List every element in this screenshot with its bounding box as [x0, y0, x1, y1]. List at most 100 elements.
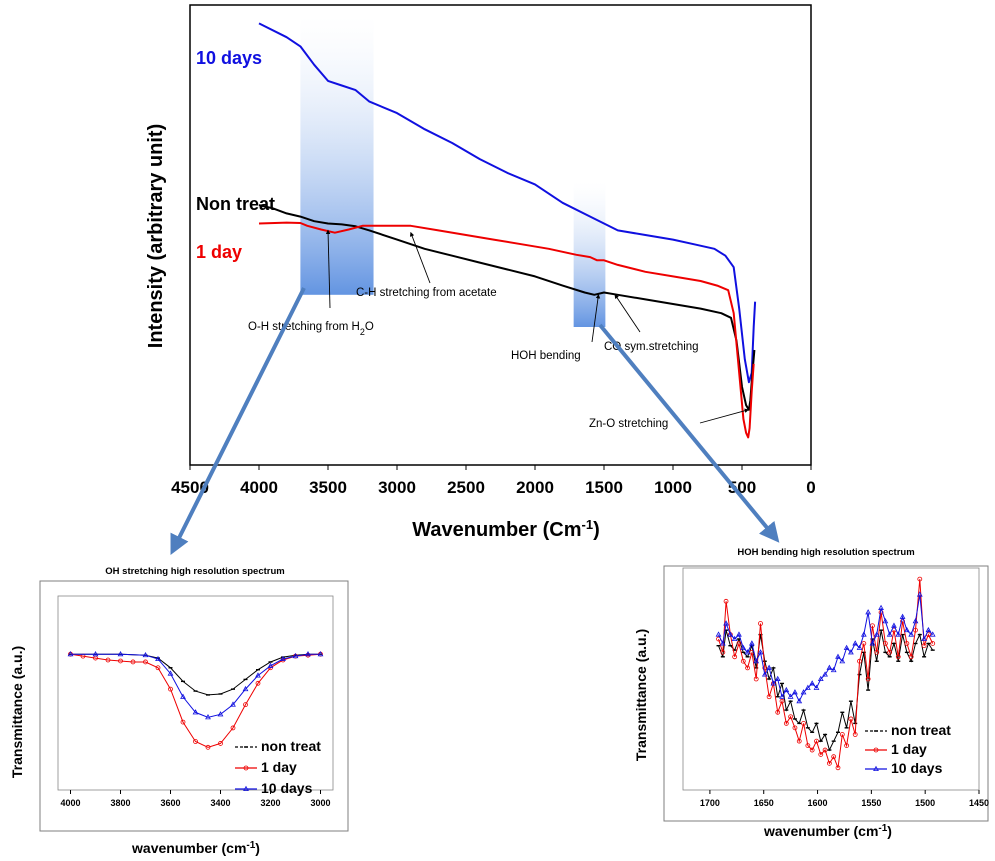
- x-tick-label: 1600: [808, 798, 828, 808]
- inset-hoh-plot-area: [682, 567, 980, 791]
- data-point: [317, 650, 324, 657]
- data-point: [800, 689, 807, 695]
- highlight-band: [300, 16, 374, 295]
- x-tick-label: 0: [806, 478, 815, 497]
- data-point: [740, 658, 746, 664]
- main-x-axis-title-close: ): [593, 519, 600, 541]
- inset-hoh-x-title-sup: -1: [878, 823, 887, 834]
- main-series-group: [258, 22, 757, 439]
- main-plot-frame: [189, 4, 812, 466]
- legend-label: 10 days: [891, 760, 943, 776]
- main-x-axis-title-sup: -1: [582, 517, 594, 532]
- inset-hoh-y-axis-title: Transmittance (a.u.): [633, 629, 649, 761]
- data-point: [168, 686, 173, 692]
- inset-series-line: [70, 653, 321, 748]
- main-x-axis-title-main: Wavenumber (Cm: [412, 519, 581, 541]
- inset-series-line: [718, 579, 934, 768]
- inset-oh-x-title-close: ): [255, 840, 260, 856]
- inset-oh-plot-area: [57, 595, 334, 791]
- main-y-axis-title: Intensity (arbitrary unit): [145, 124, 167, 348]
- data-point: [155, 665, 161, 671]
- data-point: [142, 651, 149, 658]
- annotation-arrow: [614, 294, 641, 333]
- data-point: [809, 747, 815, 753]
- label-non-treat: Non treat: [196, 194, 275, 214]
- data-point: [818, 752, 824, 757]
- data-point: [852, 732, 858, 737]
- x-tick-label: 1500: [585, 478, 623, 497]
- data-point: [305, 650, 311, 657]
- data-point: [848, 716, 854, 722]
- data-point: [723, 620, 729, 626]
- main-series-line: [258, 204, 756, 411]
- legend-marker: [873, 747, 879, 753]
- data-point: [255, 672, 261, 678]
- x-tick-label: 500: [728, 478, 756, 497]
- data-point: [908, 654, 914, 660]
- inset-oh-series-group: [67, 650, 324, 750]
- data-point: [155, 655, 161, 662]
- data-point: [921, 635, 927, 642]
- data-point: [839, 658, 846, 664]
- data-point: [826, 664, 833, 670]
- inset-hoh-title: HOH bending high resolution spectrum: [737, 547, 914, 558]
- annotation-ch: C-H stretching from acetate: [356, 287, 497, 299]
- x-tick-label: 3400: [210, 798, 230, 808]
- legend-label: 1 day: [261, 759, 297, 775]
- data-point: [929, 631, 936, 637]
- data-point: [882, 641, 888, 646]
- data-point: [218, 741, 223, 746]
- data-point: [848, 649, 854, 655]
- inset-oh-x-axis-title: wavenumber (cm-1): [131, 840, 260, 857]
- data-point: [744, 649, 751, 655]
- x-tick-label: 3000: [378, 478, 416, 497]
- legend-label: non treat: [261, 738, 321, 754]
- data-point: [779, 698, 785, 704]
- data-point: [117, 650, 124, 657]
- data-point: [719, 640, 726, 646]
- inset-oh-x-title-main: wavenumber (cm: [131, 840, 246, 856]
- data-point: [813, 684, 820, 690]
- data-point: [118, 658, 123, 664]
- data-point: [280, 655, 286, 662]
- data-point: [873, 631, 880, 637]
- data-point: [267, 662, 274, 668]
- annotation-co: CO sym.stretching: [604, 341, 699, 353]
- annotation-hoh: HOH bending: [511, 350, 581, 362]
- data-point: [831, 754, 837, 760]
- data-point: [192, 709, 199, 715]
- data-point: [874, 649, 880, 655]
- data-point: [904, 626, 910, 633]
- inset-hoh-legend: non treat 1 day 10 days: [865, 722, 951, 776]
- x-tick-label: 1000: [654, 478, 692, 497]
- legend-label: 1 day: [891, 741, 927, 757]
- data-point: [856, 644, 863, 650]
- data-point: [92, 650, 99, 657]
- data-point: [243, 702, 248, 708]
- data-point: [916, 591, 923, 597]
- inset-hoh-series-group: [715, 576, 936, 771]
- annotation-arrow: [591, 293, 601, 343]
- main-annotations: O-H stretching from H2O C-H stretching fr…: [248, 229, 750, 430]
- data-point: [758, 621, 763, 626]
- data-point: [887, 649, 893, 655]
- data-point: [878, 604, 884, 610]
- data-point: [844, 743, 850, 748]
- x-tick-label: 3600: [160, 798, 180, 808]
- main-series-line: [258, 22, 757, 384]
- data-point: [193, 739, 198, 744]
- data-point: [904, 641, 910, 646]
- main-x-axis-title: Wavenumber (Cm-1): [412, 517, 600, 542]
- label-10-days: 10 days: [196, 48, 262, 68]
- x-tick-label: 4000: [240, 478, 278, 497]
- data-point: [891, 622, 897, 628]
- data-point: [723, 598, 729, 604]
- data-point: [925, 626, 932, 633]
- data-point: [861, 641, 867, 646]
- data-point: [143, 659, 148, 665]
- inset-hoh-x-axis-title: wavenumber (cm-1): [763, 823, 892, 840]
- data-point: [835, 653, 841, 659]
- x-tick-label: 1650: [754, 798, 774, 808]
- data-point: [865, 609, 872, 615]
